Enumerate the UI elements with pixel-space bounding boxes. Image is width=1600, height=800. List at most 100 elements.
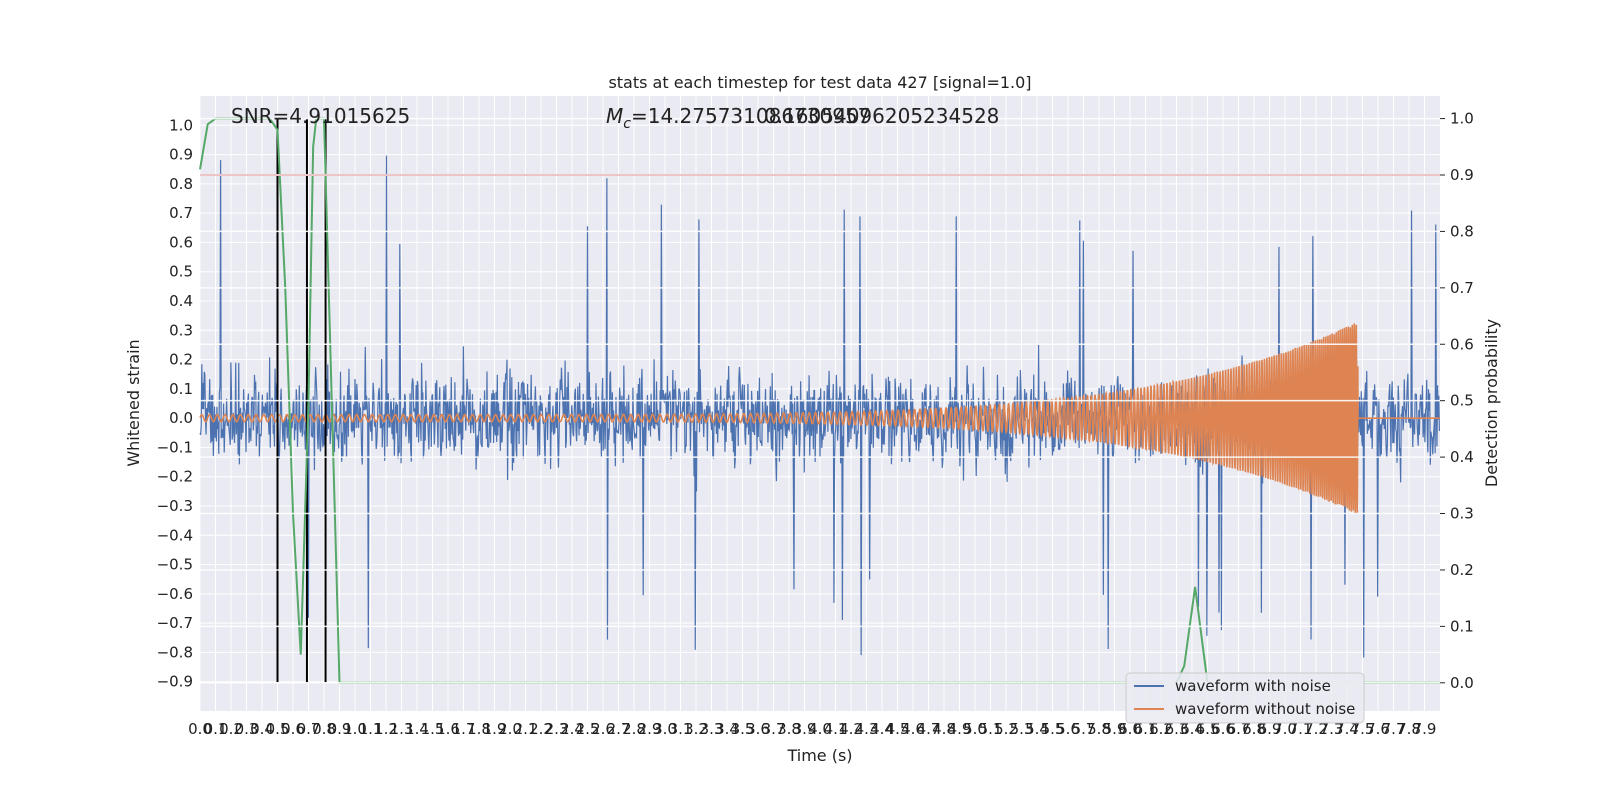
- x-tick-label: 1.8: [467, 720, 491, 738]
- y-left-tick-label: −0.6: [157, 585, 193, 603]
- y-right-tick-label: 1.0: [1450, 110, 1474, 128]
- x-tick-label: 0.7: [297, 720, 321, 738]
- x-tick-label: 1.4: [405, 720, 429, 738]
- y-left-tick-label: 0.6: [169, 233, 193, 251]
- x-tick-label: 2.8: [622, 720, 646, 738]
- y-right-tick-label: 0.8: [1450, 222, 1474, 240]
- x-tick-label: 7.7: [1382, 720, 1406, 738]
- x-tick-label: 0.4: [250, 720, 274, 738]
- y-left-tick-label: −0.1: [157, 438, 193, 456]
- y-left-tick-label: 0.4: [169, 292, 193, 310]
- x-tick-label: 0.2: [219, 720, 243, 738]
- x-tick-label: 0.6: [281, 720, 305, 738]
- x-tick-label: 3.9: [793, 720, 817, 738]
- x-tick-label: 7.6: [1366, 720, 1390, 738]
- y-left-tick-label: −0.5: [157, 556, 193, 574]
- x-tick-label: 2.7: [607, 720, 631, 738]
- x-tick-label: 1.5: [421, 720, 445, 738]
- x-tick-label: 0.3: [235, 720, 259, 738]
- y-right-tick-label: 0.7: [1450, 279, 1474, 297]
- x-tick-label: 2.9: [638, 720, 662, 738]
- x-tick-label: 3.1: [669, 720, 693, 738]
- x-tick-label: 4.6: [901, 720, 925, 738]
- x-tick-label: 6.5: [1196, 720, 1220, 738]
- x-tick-label: 6.2: [1149, 720, 1173, 738]
- series-waveform-without-noise: [199, 323, 1440, 514]
- x-tick-label: 3.7: [762, 720, 786, 738]
- chart-title: stats at each timestep for test data 427…: [608, 73, 1031, 92]
- legend-label-noisy: waveform with noise: [1175, 677, 1331, 695]
- x-tick-label: 5.2: [994, 720, 1018, 738]
- y-left-tick-label: −0.9: [157, 673, 193, 691]
- x-tick-label: 4.2: [839, 720, 863, 738]
- clean-waveform-line: [199, 323, 1440, 514]
- x-tick-label: 5.7: [1072, 720, 1096, 738]
- y-axis-label-right: Detection probability: [1482, 319, 1501, 487]
- x-tick-label: 6.8: [1242, 720, 1266, 738]
- x-tick-label: 5.0: [963, 720, 987, 738]
- x-tick-label: 3.6: [746, 720, 770, 738]
- x-tick-label: 3.4: [715, 720, 739, 738]
- x-tick-label: 6.9: [1258, 720, 1282, 738]
- x-tick-label: 4.1: [824, 720, 848, 738]
- x-tick-label: 4.4: [870, 720, 894, 738]
- x-tick-label: 6.6: [1211, 720, 1235, 738]
- x-tick-label: 5.8: [1087, 720, 1111, 738]
- legend-box: [1125, 672, 1365, 724]
- y-left-tick-label: −0.4: [157, 526, 193, 544]
- y-axis-label-left: Whitened strain: [124, 339, 143, 466]
- mc-symbol: M: [606, 104, 623, 128]
- y-right-tick-label: 0.3: [1450, 505, 1474, 523]
- mc-subscript: c: [623, 116, 631, 132]
- y-left-tick-label: 0.7: [169, 204, 193, 222]
- extra-annotation: 0.16054096205234528: [764, 104, 999, 128]
- x-tick-label: 5.4: [1025, 720, 1049, 738]
- x-tick-label: 1.0: [343, 720, 367, 738]
- x-tick-label: 2.6: [591, 720, 615, 738]
- y-right-tick-label: 0.2: [1450, 561, 1474, 579]
- x-tick-label: 4.5: [886, 720, 910, 738]
- y-left-tick-label: 0.0: [169, 409, 193, 427]
- x-tick-label: 6.0: [1118, 720, 1142, 738]
- y-left-tick-label: 0.1: [169, 380, 193, 398]
- x-tick-label: 3.2: [684, 720, 708, 738]
- x-tick-label: 4.9: [948, 720, 972, 738]
- x-tick-label: 4.0: [808, 720, 832, 738]
- x-tick-label: 7.8: [1397, 720, 1421, 738]
- x-tick-label: 2.1: [514, 720, 538, 738]
- legend: waveform with noise waveform without noi…: [1125, 672, 1365, 724]
- y-right-tick-label: 0.6: [1450, 335, 1474, 353]
- y-left-tick-label: 0.3: [169, 321, 193, 339]
- x-axis-ticks: 0.00.10.20.30.40.50.60.70.80.91.01.11.21…: [188, 720, 1436, 738]
- x-tick-label: 2.2: [529, 720, 553, 738]
- x-tick-label: 6.7: [1227, 720, 1251, 738]
- y-left-axis-ticks: −0.9 −0.8 −0.7 −0.6 −0.5 −0.4 −0.3 −0.2 −0.1 0.0 0…: [157, 116, 193, 690]
- x-tick-label: 7.0: [1273, 720, 1297, 738]
- x-tick-label: 0.5: [266, 720, 290, 738]
- x-tick-label: 5.6: [1056, 720, 1080, 738]
- x-tick-label: 0.1: [204, 720, 228, 738]
- x-tick-label: 6.4: [1180, 720, 1204, 738]
- y-right-tick-label: 0.1: [1450, 617, 1474, 635]
- x-axis-label: Time (s): [786, 746, 852, 765]
- x-tick-label: 1.9: [483, 720, 507, 738]
- x-tick-label: 6.1: [1134, 720, 1158, 738]
- x-tick-label: 2.0: [498, 720, 522, 738]
- x-tick-label: 7.9: [1413, 720, 1437, 738]
- y-left-tick-label: 0.2: [169, 351, 193, 369]
- x-tick-label: 1.2: [374, 720, 398, 738]
- x-tick-label: 0.8: [312, 720, 336, 738]
- y-left-tick-label: 0.5: [169, 263, 193, 281]
- y-right-tick-label: 0.9: [1450, 166, 1474, 184]
- x-tick-label: 7.2: [1304, 720, 1328, 738]
- x-tick-label: 4.3: [855, 720, 879, 738]
- y-right-axis-ticks: 0.0 0.1 0.2 0.3 0.4 0.5 0.6 0.7 0.8 0.9 1.0: [1440, 110, 1474, 692]
- y-left-tick-label: −0.7: [157, 614, 193, 632]
- y-left-tick-label: −0.2: [157, 468, 193, 486]
- mc-value: =14.275731086730957: [631, 104, 870, 128]
- x-tick-label: 4.8: [932, 720, 956, 738]
- x-tick-label: 5.1: [979, 720, 1003, 738]
- x-tick-label: 0.0: [188, 720, 212, 738]
- x-tick-label: 2.4: [560, 720, 584, 738]
